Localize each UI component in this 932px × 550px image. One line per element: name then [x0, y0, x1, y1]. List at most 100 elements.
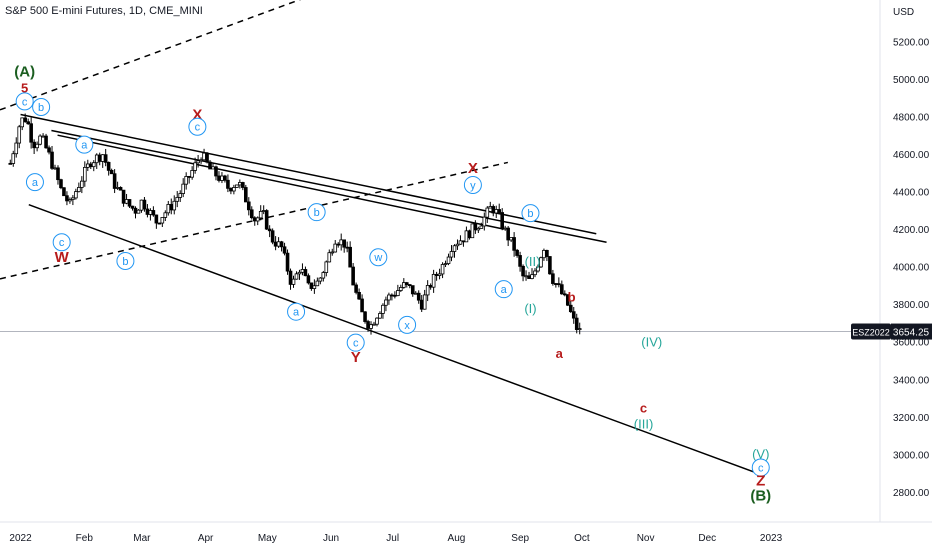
candle-body — [127, 199, 132, 207]
wave-label: X — [192, 107, 202, 124]
wave-label: a — [501, 284, 508, 296]
candle-body — [35, 143, 39, 149]
y-tick-label: 3200.00 — [893, 413, 930, 424]
candle-body — [404, 282, 409, 285]
candle-body — [437, 273, 442, 276]
candle-body — [375, 317, 379, 325]
candle-body — [428, 285, 433, 288]
wave-label: b — [38, 102, 44, 114]
candle-body — [44, 135, 48, 149]
wave-label-circle — [32, 98, 51, 117]
candle-body — [527, 275, 531, 279]
candle-body — [41, 135, 45, 138]
candle-body — [166, 204, 171, 214]
candle-body — [184, 176, 188, 185]
wave-label: a — [32, 177, 39, 189]
wave-label: b — [527, 208, 533, 220]
candle-body — [14, 142, 19, 155]
candle-body — [488, 206, 493, 209]
candle-body — [530, 274, 534, 279]
candle-body — [303, 269, 308, 277]
candle-body — [154, 214, 159, 224]
candle-body — [261, 210, 266, 212]
candle-body — [142, 199, 147, 210]
y-tick-label: 4800.00 — [893, 112, 930, 123]
candle-body — [500, 212, 504, 229]
candle-body — [297, 271, 302, 275]
wave-label-circle — [116, 252, 135, 270]
candle-body — [360, 298, 364, 313]
candle-body — [419, 299, 424, 310]
candle-body — [148, 210, 153, 215]
candle-body — [574, 317, 579, 330]
candle-body — [413, 292, 418, 295]
wave-label-circle — [346, 333, 365, 352]
wave-label: b — [122, 256, 128, 268]
candle-body — [390, 294, 394, 297]
wave-label: (II) — [525, 254, 541, 269]
candle-body — [571, 311, 576, 319]
wave-label-circle — [369, 248, 388, 267]
x-tick-label: Sep — [511, 533, 529, 544]
wave-label: a — [556, 346, 564, 361]
candle-body — [509, 237, 513, 241]
candle-body — [264, 210, 269, 230]
candle-body — [235, 184, 239, 188]
candle-body — [220, 175, 224, 181]
candle-body — [351, 266, 355, 286]
candle-body — [363, 311, 367, 322]
wave-label-circle — [188, 117, 207, 136]
candle-body — [124, 199, 129, 204]
wave-label: a — [81, 140, 88, 152]
candle-body — [548, 256, 552, 275]
candle-body — [378, 313, 382, 319]
candle-body — [241, 182, 245, 188]
candle-body — [279, 241, 284, 248]
candle-body — [416, 292, 421, 301]
candle-body — [476, 227, 481, 231]
candle-body — [568, 304, 573, 313]
candle-body — [160, 217, 165, 224]
wave-label: b — [568, 290, 576, 305]
candle-body — [372, 323, 376, 326]
candle-body — [26, 121, 30, 125]
candle-body — [467, 230, 472, 239]
candle-body — [181, 183, 185, 194]
candle-body — [187, 176, 191, 178]
wave-label-circle — [521, 204, 540, 223]
y-tick-label: 2800.00 — [893, 488, 930, 499]
candle-body — [232, 187, 236, 192]
candle-body — [258, 210, 263, 219]
y-tick-label: 4000.00 — [893, 263, 930, 274]
candle-body — [29, 123, 33, 143]
candle-body — [178, 193, 183, 198]
candle-body — [422, 294, 427, 310]
wave-label: X — [468, 160, 478, 177]
x-tick-label: Jul — [386, 533, 399, 544]
candle-body — [169, 204, 174, 211]
candle-body — [163, 212, 168, 218]
candle-body — [309, 282, 314, 289]
candle-body — [431, 273, 436, 288]
candle-body — [88, 163, 93, 168]
candle-body — [175, 197, 180, 202]
candle-body — [470, 223, 475, 239]
candle-body — [91, 162, 96, 168]
wave-label: a — [293, 307, 300, 319]
candle-body — [452, 245, 457, 252]
candle-body — [446, 256, 451, 264]
wave-label-circle — [75, 135, 94, 154]
candle-body — [440, 264, 445, 275]
candle-body — [205, 152, 209, 163]
candle-body — [479, 225, 484, 229]
candle-body — [369, 324, 373, 329]
candle-body — [68, 199, 72, 202]
candle-body — [563, 293, 567, 296]
candle-body — [56, 167, 60, 181]
chart-title: S&P 500 E-mini Futures, 1D, CME_MINI — [5, 5, 203, 17]
candle-body — [273, 241, 278, 247]
x-tick-label: Apr — [198, 533, 214, 544]
candle-body — [336, 243, 341, 246]
